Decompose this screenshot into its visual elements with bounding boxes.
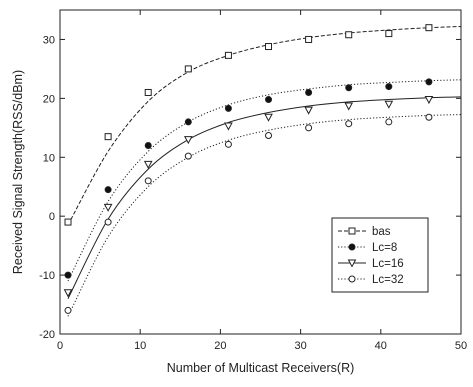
y-tick-label: 20 (43, 93, 55, 105)
data-point (305, 124, 313, 132)
data-point (224, 122, 233, 131)
data-point (183, 136, 193, 145)
data-point (385, 30, 393, 38)
data-point (384, 100, 394, 109)
data-point (305, 35, 313, 43)
data-point (144, 177, 152, 185)
series-markers (63, 24, 434, 314)
data-point (425, 78, 433, 86)
axis-ticks: 0 10 20 30 40 50 -20 -10 0 10 20 30 (39, 10, 467, 352)
data-point (344, 102, 354, 111)
legend-box (331, 217, 429, 293)
y-tick-label: -10 (39, 270, 55, 282)
data-point (425, 113, 433, 121)
data-point (64, 218, 72, 226)
data-point (63, 289, 73, 298)
data-point (385, 118, 393, 126)
x-tick-label: 0 (57, 340, 63, 352)
data-point (345, 84, 353, 92)
data-point (144, 141, 152, 149)
series-line-3 (67, 114, 462, 317)
legend-marker (348, 243, 356, 251)
data-point (265, 131, 273, 139)
legend-marker (348, 275, 356, 283)
x-tick-label: 30 (294, 340, 306, 352)
data-point (265, 43, 273, 51)
data-point (345, 120, 353, 128)
data-point (345, 31, 353, 39)
x-tick-label: 40 (375, 340, 387, 352)
series-line-1 (67, 79, 462, 282)
x-tick-label: 10 (134, 340, 146, 352)
data-point (184, 65, 192, 73)
y-tick-label: 30 (43, 34, 55, 46)
legend: bas Lc=8 Lc=16 Lc=32 (331, 217, 429, 293)
series-line-2 (67, 96, 462, 299)
series-lines (67, 26, 462, 317)
data-point (425, 24, 433, 32)
data-point (184, 118, 192, 126)
legend-label: Lc=32 (372, 274, 404, 286)
data-point (224, 140, 232, 148)
x-tick-label: 20 (214, 340, 226, 352)
y-tick-label: -20 (39, 329, 55, 341)
legend-label: Lc=16 (372, 258, 404, 270)
data-point (64, 306, 72, 314)
data-point (104, 133, 112, 141)
y-tick-label: 10 (43, 152, 55, 164)
y-axis-label: Received Signal Strength(RSS/dBm) (11, 70, 25, 274)
data-point (224, 51, 232, 59)
x-tick-label: 50 (455, 340, 467, 352)
data-point (385, 83, 393, 91)
data-point (144, 88, 152, 96)
plot-area (59, 9, 462, 335)
data-point (424, 96, 434, 105)
data-point (264, 113, 273, 122)
legend-marker (348, 227, 356, 235)
legend-label: bas (372, 226, 391, 238)
legend-marker (347, 259, 357, 268)
data-point (184, 152, 192, 160)
data-point (143, 160, 153, 169)
data-point (104, 186, 112, 194)
data-point (265, 96, 273, 104)
data-point (104, 218, 112, 226)
data-point (103, 203, 113, 212)
legend-label: Lc=8 (372, 242, 397, 254)
y-tick-label: 0 (49, 211, 55, 223)
data-point (64, 271, 72, 279)
data-point (304, 106, 313, 115)
data-point (224, 104, 232, 112)
data-point (305, 88, 313, 96)
x-axis-label: Number of Multicast Receivers(R) (167, 361, 355, 375)
series-line-0 (67, 26, 462, 226)
